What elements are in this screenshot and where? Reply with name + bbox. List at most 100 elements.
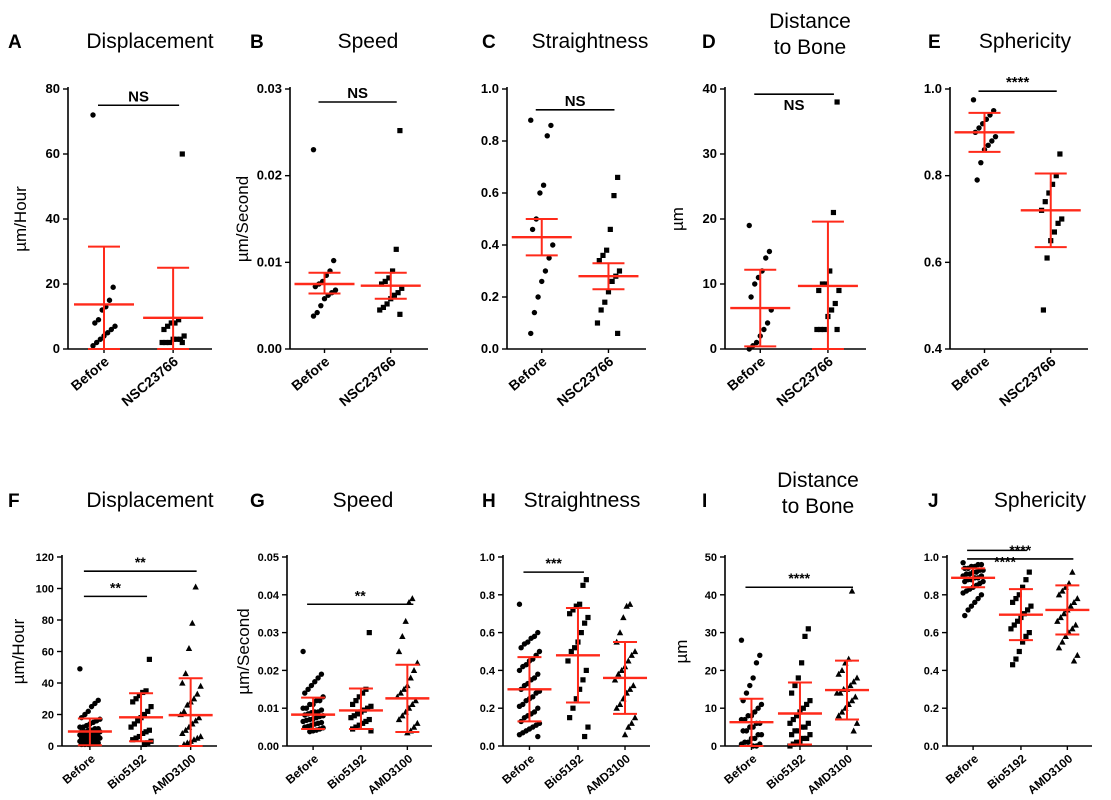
data-point [832, 300, 838, 307]
data-point [302, 690, 308, 696]
data-point [535, 705, 541, 711]
x-tick-label: NSC23766 [773, 353, 836, 409]
data-point [539, 278, 545, 285]
data-point [179, 151, 185, 157]
data-point [850, 727, 857, 734]
data-point [807, 732, 813, 738]
data-point [620, 614, 627, 621]
y-tick-label: 20 [42, 710, 54, 722]
data-point [395, 716, 403, 723]
data-point [535, 733, 541, 740]
data-point [531, 309, 538, 316]
x-tick-label: AMD3100 [1025, 751, 1076, 797]
data-point [615, 174, 621, 180]
panel-title: Sphericity [979, 30, 1072, 53]
data-point [542, 268, 549, 274]
y-tick-label: 50 [705, 552, 717, 564]
x-tick-label: Before [283, 751, 321, 786]
x-tick-label: Before [721, 751, 759, 786]
data-point [106, 297, 113, 303]
data-point [146, 656, 152, 662]
data-point [968, 603, 975, 609]
data-point [1051, 229, 1058, 235]
data-point [300, 718, 306, 725]
data-point [604, 247, 610, 253]
y-axis-label: µm/Hour [9, 618, 28, 684]
y-tick-label: 0.01 [258, 703, 279, 715]
data-point [850, 678, 857, 685]
data-point [1070, 598, 1078, 605]
y-tick-label: 0.02 [257, 168, 282, 183]
data-point [616, 701, 624, 708]
significance-label: **** [788, 570, 810, 586]
data-point [1055, 644, 1063, 651]
x-tick-label: Before [943, 751, 981, 786]
data-point [616, 268, 623, 274]
data-point [97, 336, 104, 342]
data-point [1020, 639, 1026, 645]
data-point [1057, 614, 1064, 621]
data-point [789, 732, 795, 738]
data-point [179, 730, 186, 736]
y-axis-label: µm/Hour [11, 186, 30, 252]
data-point [400, 685, 408, 692]
data-point [528, 117, 534, 123]
data-point [410, 667, 418, 673]
panel-e: E Sphericity 0.4 0.6 0.8 1.0 Before NSC23766 ***… [924, 30, 1088, 409]
data-point [1010, 599, 1016, 605]
data-point [192, 583, 199, 590]
data-point [1070, 657, 1078, 664]
data-point [110, 284, 116, 290]
y-tick-label: 20 [46, 276, 60, 291]
data-point [1049, 181, 1056, 187]
data-point [521, 641, 528, 647]
panel-letter: D [702, 32, 716, 53]
data-point [833, 689, 841, 696]
data-point [308, 682, 315, 689]
data-point [184, 739, 191, 746]
y-tick-label: 0.2 [924, 703, 939, 715]
data-point [799, 724, 805, 730]
data-point [1059, 216, 1065, 222]
data-point [523, 697, 529, 704]
panel-c: C Straightness 0.0 0.2 0.4 0.6 0.8 1.0 Before NSC… [481, 30, 648, 409]
data-point [410, 723, 418, 730]
data-point [835, 712, 842, 719]
data-point [312, 679, 318, 685]
data-point [802, 633, 808, 639]
y-tick-label: 40 [42, 678, 54, 690]
data-point [834, 326, 840, 333]
data-point [521, 714, 528, 721]
data-point [630, 682, 637, 689]
data-point [804, 735, 810, 742]
y-tick-label: 1.0 [924, 81, 942, 96]
data-point [738, 716, 745, 723]
data-point [174, 336, 180, 342]
data-point [1011, 622, 1017, 628]
data-point [1028, 603, 1034, 609]
data-point [965, 607, 971, 613]
x-tick-label: NSC23766 [996, 353, 1059, 409]
data-point [1020, 584, 1026, 590]
data-point [583, 667, 589, 673]
data-point [972, 599, 978, 606]
y-tick-label: 0.8 [481, 133, 499, 148]
data-point [321, 296, 328, 302]
data-point [104, 330, 111, 336]
data-point [145, 708, 151, 714]
data-point [799, 660, 805, 666]
data-point [365, 705, 371, 711]
data-point [548, 122, 554, 129]
data-point [159, 339, 165, 346]
data-point [533, 690, 539, 696]
data-point [819, 281, 826, 287]
data-point [382, 278, 388, 284]
data-point [197, 733, 204, 740]
y-axis-label: µm [668, 207, 687, 231]
data-point [1013, 656, 1019, 662]
data-point [195, 714, 203, 721]
data-point [172, 320, 178, 326]
data-point [752, 709, 758, 715]
data-point [391, 292, 398, 298]
data-point [399, 712, 406, 719]
